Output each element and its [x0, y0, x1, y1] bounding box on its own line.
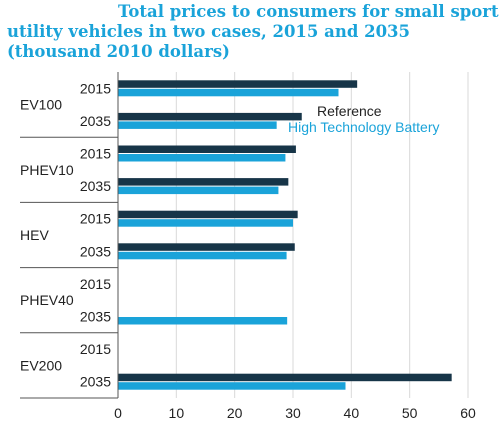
bar-reference [118, 112, 302, 121]
bar-reference [118, 373, 452, 382]
bar-reference [118, 178, 289, 186]
group-label: EV100 [20, 97, 62, 113]
group-label: PHEV40 [20, 292, 74, 308]
chart-title-line-1: Total prices to consumers for small spor… [118, 2, 499, 21]
chart-title: Total prices to consumers for small spor… [0, 2, 500, 62]
bar-reference [118, 243, 295, 251]
chart-title-line-3: (thousand 2010 dollars) [7, 42, 230, 61]
bar-reference [118, 80, 358, 88]
year-label: 2015 [80, 341, 111, 357]
x-tick-label: 30 [285, 405, 301, 421]
year-label: 2035 [80, 113, 111, 129]
year-label: 2015 [80, 211, 111, 227]
axes: 0 10 20 30 40 50 60 [20, 72, 476, 421]
x-tick-label: 20 [227, 405, 243, 421]
bar-high_tech [118, 251, 287, 260]
year-label: 2035 [80, 243, 111, 259]
bar-reference [118, 210, 298, 219]
bar-reference [118, 145, 296, 153]
year-label: 2015 [80, 80, 111, 96]
year-label: 2035 [80, 178, 111, 194]
year-label: 2035 [80, 374, 111, 390]
bars [118, 80, 452, 390]
group-label: PHEV10 [20, 162, 74, 178]
legend-item: Reference [317, 103, 382, 119]
bar-high_tech [118, 186, 279, 195]
bar-high_tech [118, 121, 277, 129]
x-tick-label: 0 [114, 405, 122, 421]
group-label: HEV [20, 227, 49, 243]
group-label: EV200 [20, 357, 62, 373]
x-tick-label: 10 [169, 405, 185, 421]
bar-high_tech [118, 219, 293, 227]
year-label: 2035 [80, 309, 111, 325]
year-label: 2015 [80, 276, 111, 292]
bar-high_tech [118, 317, 288, 325]
category-labels: 2015 2035 EV100 2015 2035 PHEV10 2015 2035 HEV 20… [20, 80, 111, 389]
bar-high_tech [118, 154, 286, 162]
bar-high_tech [118, 88, 339, 97]
x-tick-label: 50 [402, 405, 418, 421]
x-tick-label: 60 [460, 405, 476, 421]
chart-title-line-2: utility vehicles in two cases, 2015 and … [7, 22, 411, 41]
legend-item: High Technology Battery [288, 119, 440, 135]
bar-high_tech [118, 382, 346, 390]
x-tick-label: 40 [344, 405, 360, 421]
year-label: 2015 [80, 146, 111, 162]
